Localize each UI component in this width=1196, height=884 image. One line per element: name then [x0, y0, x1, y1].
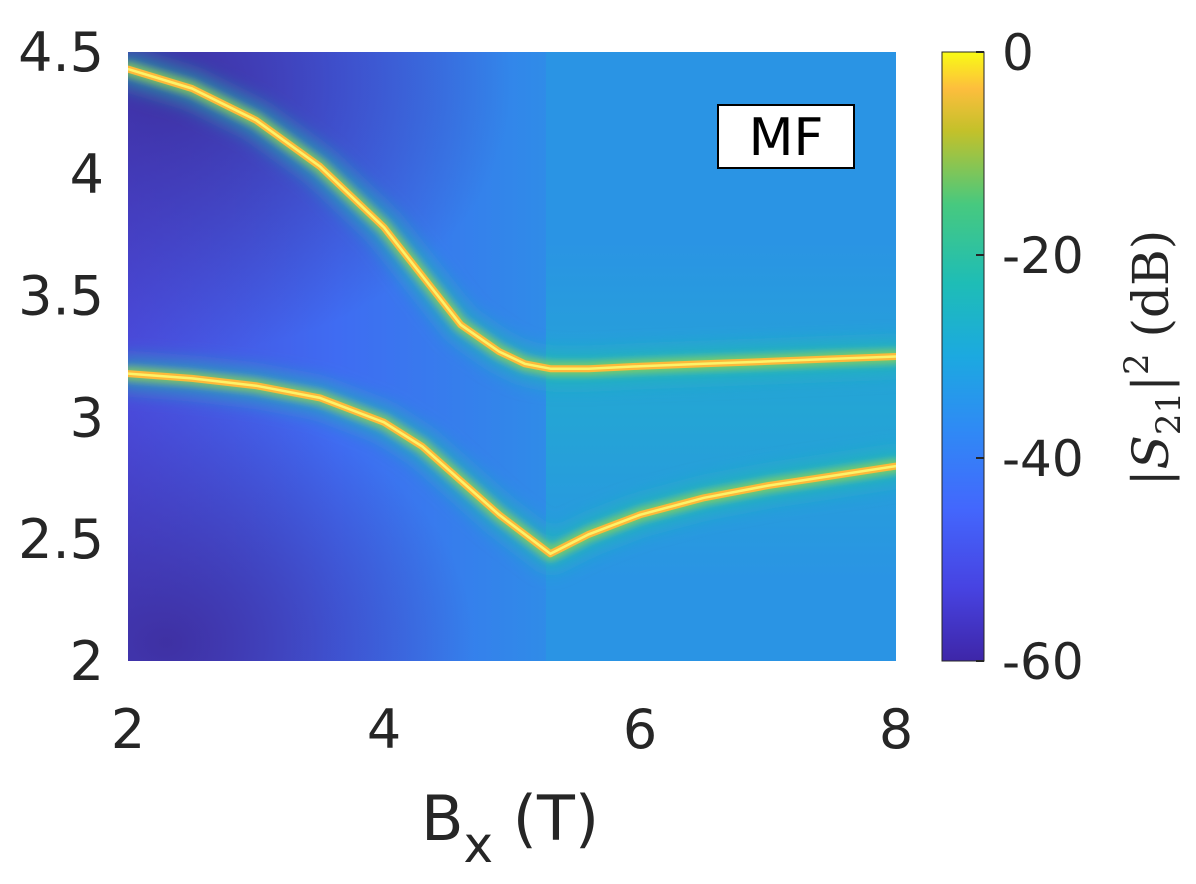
- annotation-label: MF: [749, 108, 824, 168]
- x-axis-label-unit: (T): [493, 782, 599, 855]
- colorbar-tick-label: -20: [1002, 227, 1084, 285]
- y-tick-label: 4: [70, 143, 104, 206]
- x-axis-label: Bx (T): [421, 782, 599, 874]
- annotation-box: MF: [717, 104, 855, 169]
- x-axis-ticks: 2 4 6 8: [111, 698, 913, 761]
- y-tick-label: 3.5: [18, 265, 104, 328]
- resonance-branch-1: [128, 67, 896, 370]
- colorbar-tick-label: 0: [1002, 24, 1034, 82]
- colorbar-label: |S21|2 (dB): [1117, 230, 1189, 487]
- colorbar-label-rest: |: [1122, 375, 1180, 392]
- x-tick-label: 8: [879, 698, 913, 761]
- y-axis-ticks: 2 2.5 3 3.5 4 4.5: [18, 21, 104, 693]
- y-tick-label: 4.5: [18, 21, 104, 84]
- y-tick-label: 2.5: [18, 508, 104, 571]
- x-tick-label: 4: [367, 698, 401, 761]
- colorbar-ticks: 0 -20 -40 -60: [976, 24, 1084, 691]
- resonance-branch-2: [128, 372, 896, 556]
- x-tick-label: 6: [623, 698, 657, 761]
- y-tick-label: 3: [70, 386, 104, 449]
- colorbar-label-subscript: 21: [1149, 392, 1189, 435]
- x-axis-label-subscript: x: [463, 816, 493, 874]
- y-tick-label: 2: [70, 630, 104, 693]
- colorbar-label-superscript: 2: [1117, 353, 1157, 375]
- colorbar-label-unit: (dB): [1122, 230, 1180, 354]
- colorbar: 0 -20 -40 -60 |S21|2 (dB): [941, 24, 1189, 691]
- x-axis-label-main: B: [421, 782, 464, 855]
- colorbar-tick-label: -60: [1002, 633, 1084, 691]
- colorbar-label-base: |S: [1122, 435, 1180, 486]
- colorbar-gradient: [941, 51, 985, 662]
- colorbar-tick-label: -40: [1002, 430, 1084, 488]
- x-tick-label: 2: [111, 698, 145, 761]
